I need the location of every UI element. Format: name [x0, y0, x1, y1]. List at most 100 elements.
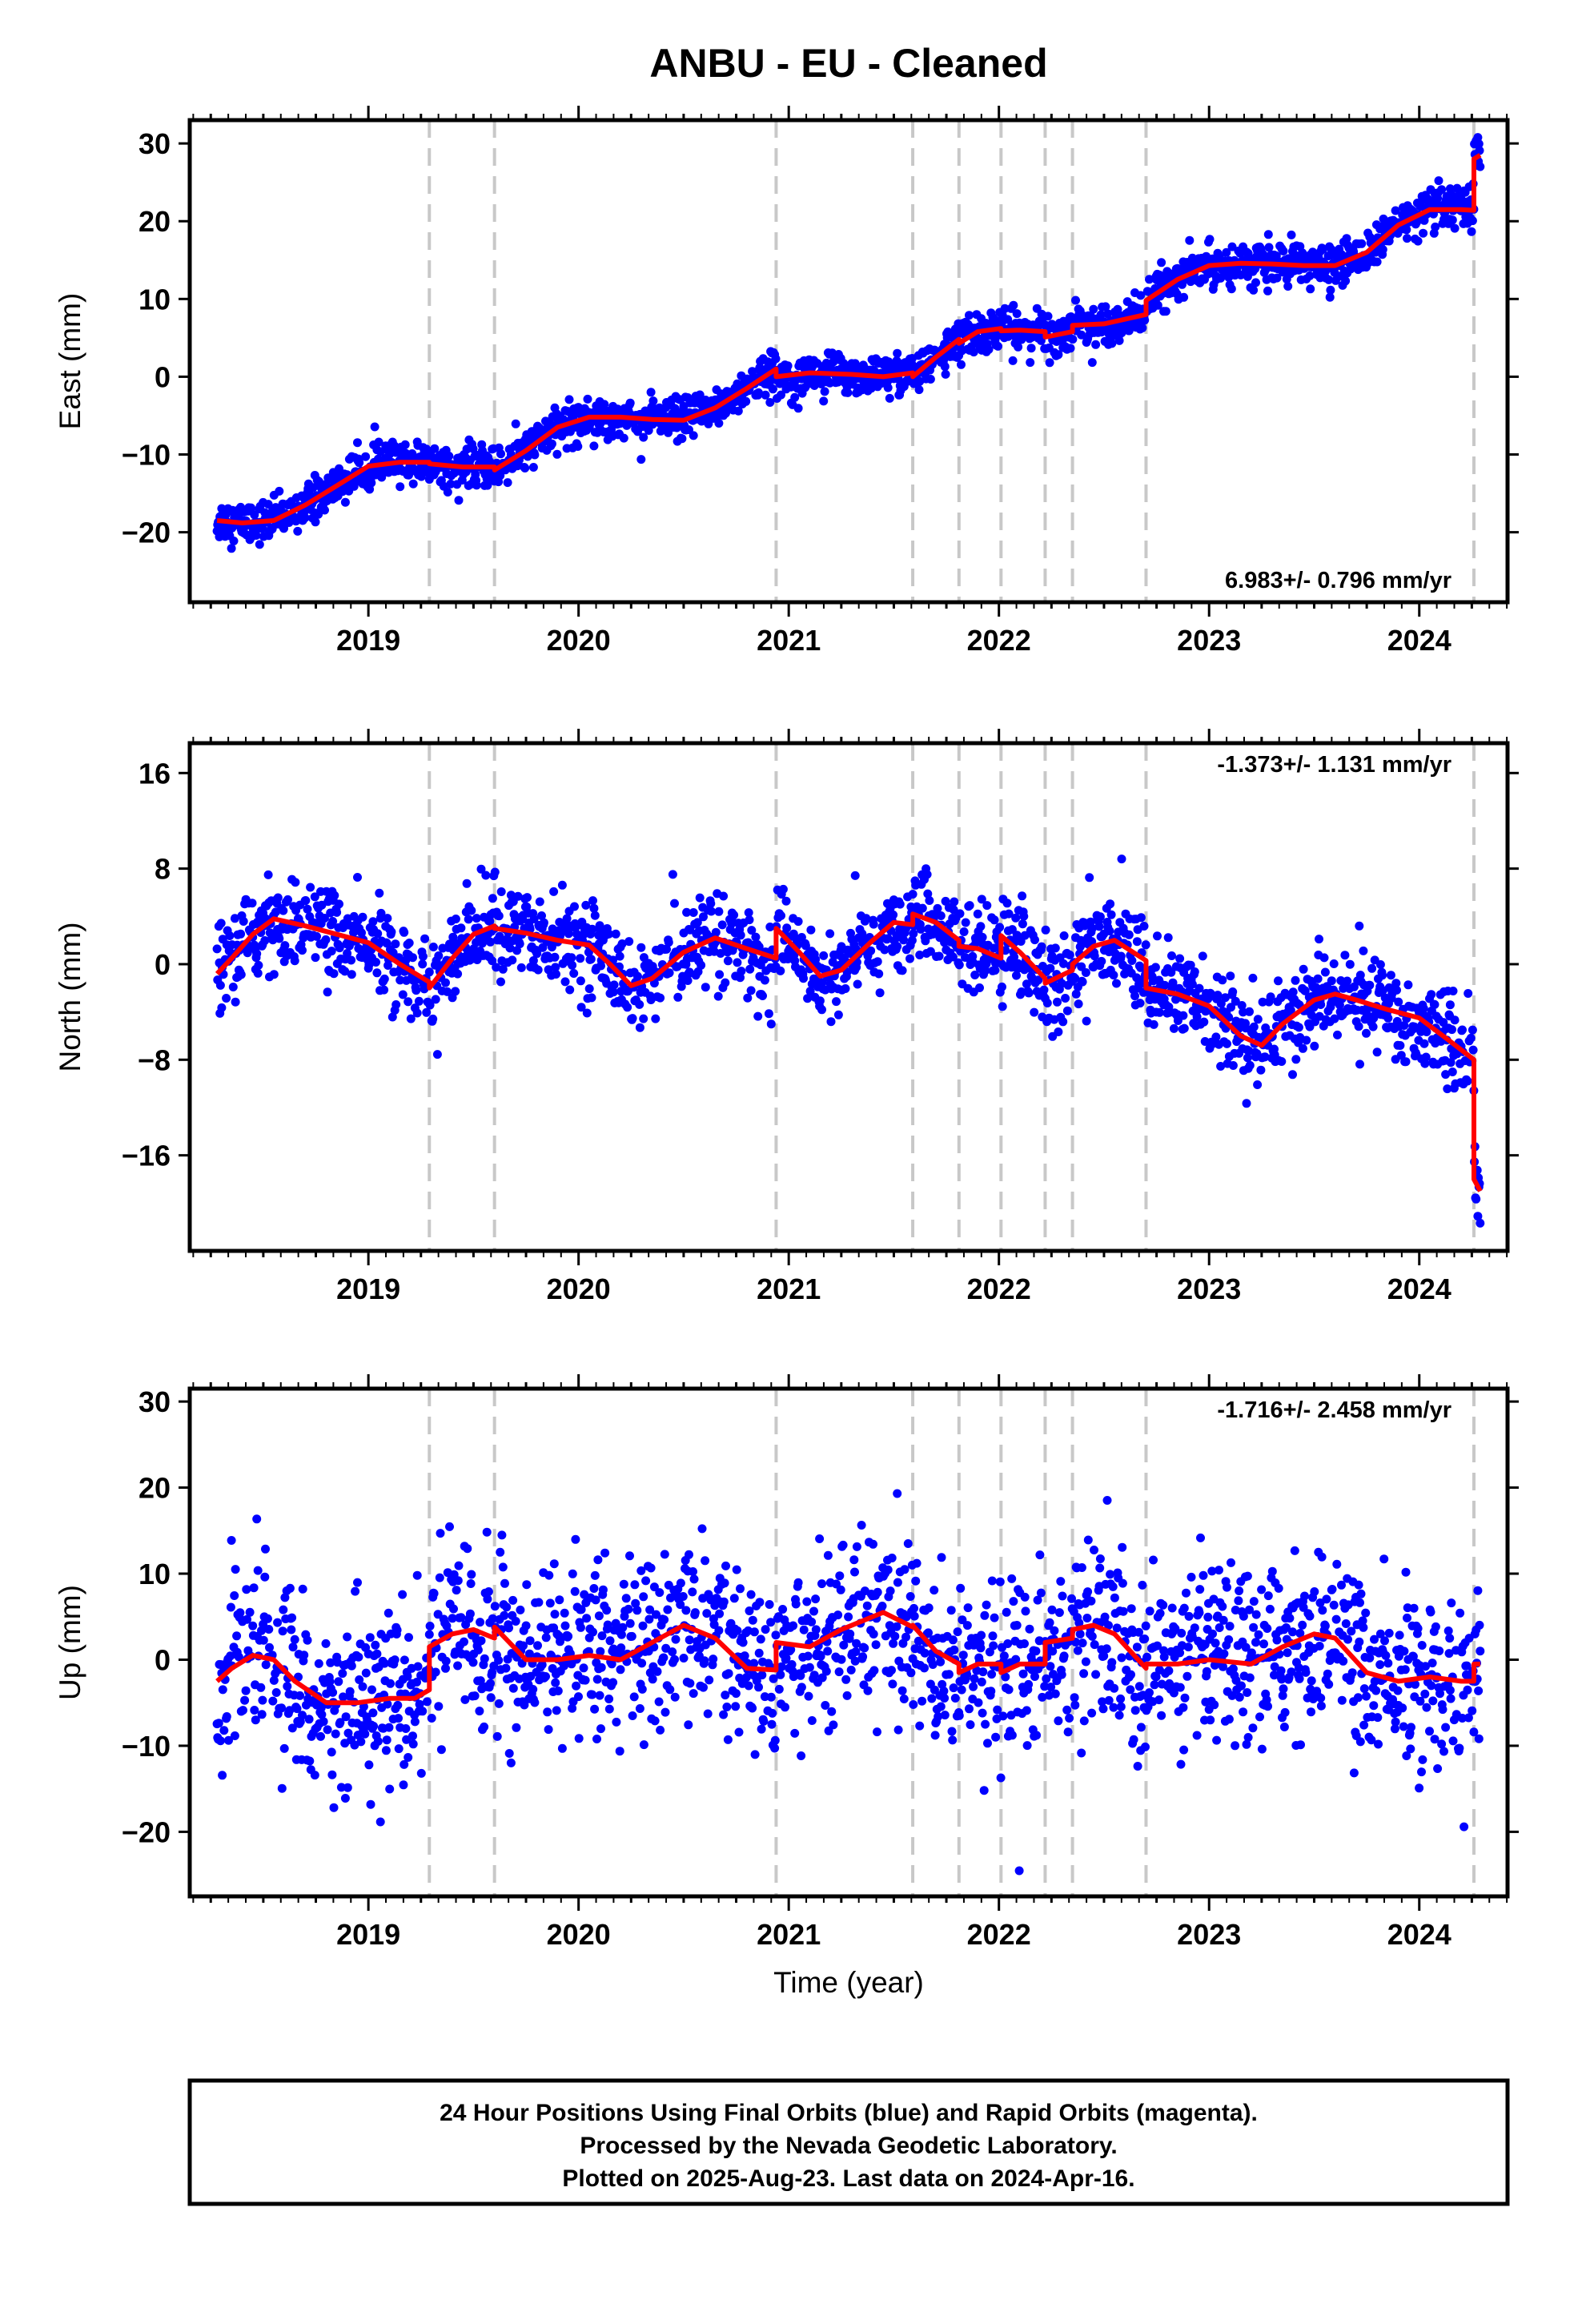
- data-point: [552, 449, 562, 459]
- data-point: [545, 1598, 555, 1608]
- data-point: [1065, 951, 1074, 959]
- data-point: [257, 1710, 267, 1719]
- data-point: [1227, 284, 1236, 294]
- data-point: [1291, 1055, 1301, 1064]
- y-axis-label: East (mm): [54, 293, 86, 430]
- data-point: [639, 1740, 648, 1750]
- data-point: [1354, 1022, 1363, 1031]
- data-point: [582, 1614, 592, 1623]
- y-tick-label: 10: [139, 283, 171, 316]
- data-point: [1103, 309, 1113, 319]
- data-point: [278, 1626, 287, 1636]
- data-point: [832, 997, 841, 1007]
- y-tick-label: 0: [155, 360, 171, 393]
- y-tick-label: −10: [122, 439, 171, 472]
- data-point: [1299, 964, 1308, 974]
- data-point: [819, 396, 829, 406]
- data-point: [1002, 899, 1012, 908]
- data-point: [1004, 909, 1014, 919]
- data-point: [320, 505, 329, 515]
- data-point: [414, 996, 424, 1006]
- data-point: [1179, 292, 1189, 302]
- data-point: [961, 918, 970, 927]
- data-point: [715, 1609, 725, 1618]
- data-point: [347, 1661, 356, 1671]
- data-point: [314, 1659, 323, 1668]
- data-point: [425, 1000, 435, 1010]
- data-point: [383, 914, 392, 923]
- data-point: [340, 967, 350, 976]
- data-point: [1228, 1061, 1238, 1070]
- data-point: [729, 1594, 739, 1603]
- data-point: [229, 537, 239, 545]
- data-point: [263, 870, 273, 879]
- data-point: [589, 903, 599, 913]
- data-point: [486, 1693, 496, 1703]
- x-tick-label: 2023: [1177, 624, 1241, 657]
- data-point: [279, 1605, 288, 1614]
- data-point: [549, 887, 559, 896]
- data-point: [673, 992, 683, 1002]
- data-point: [520, 464, 530, 472]
- data-point: [716, 949, 725, 958]
- data-point: [766, 1019, 776, 1029]
- data-point: [916, 924, 926, 934]
- data-point: [1468, 1025, 1477, 1035]
- data-point: [452, 1586, 461, 1595]
- data-point: [700, 1656, 709, 1666]
- data-point: [1136, 291, 1146, 300]
- data-point: [1039, 985, 1049, 995]
- data-point: [245, 1607, 255, 1617]
- data-point: [741, 396, 751, 406]
- data-point: [451, 915, 460, 923]
- data-point: [629, 1692, 639, 1702]
- data-point: [1394, 997, 1403, 1007]
- data-point: [757, 1724, 766, 1734]
- data-point: [756, 1634, 765, 1644]
- data-point: [590, 911, 600, 920]
- x-tick-label: 2022: [967, 1273, 1031, 1305]
- data-point: [685, 1635, 694, 1645]
- data-point: [768, 1708, 777, 1718]
- data-point: [303, 1635, 312, 1645]
- data-point: [1263, 230, 1273, 239]
- data-point: [247, 503, 255, 513]
- data-point: [1112, 979, 1121, 988]
- figure-title: ANBU - EU - Cleaned: [649, 41, 1047, 86]
- data-point: [533, 1641, 542, 1651]
- data-point: [454, 1561, 464, 1570]
- data-point: [1205, 235, 1215, 244]
- data-point: [312, 931, 321, 941]
- data-point: [738, 1638, 748, 1647]
- data-point: [508, 1595, 518, 1605]
- data-point: [335, 899, 343, 909]
- data-point: [574, 1734, 584, 1743]
- velocity-label: -1.373+/- 1.131 mm/yr: [1217, 752, 1452, 778]
- data-point: [720, 1578, 729, 1588]
- data-point: [683, 976, 693, 985]
- data-point: [648, 396, 658, 406]
- data-point: [470, 1691, 480, 1701]
- data-point: [1474, 139, 1484, 149]
- data-point: [316, 1731, 325, 1741]
- data-point: [1153, 300, 1162, 310]
- data-point: [588, 1627, 597, 1637]
- data-point: [841, 984, 850, 993]
- data-point: [511, 419, 520, 428]
- data-point: [386, 1679, 395, 1688]
- data-point: [298, 1584, 307, 1594]
- data-point: [982, 901, 992, 911]
- data-point: [768, 384, 777, 394]
- data-point: [778, 884, 788, 894]
- data-point: [1294, 1023, 1303, 1032]
- data-point: [562, 914, 572, 923]
- data-point: [1132, 937, 1142, 947]
- data-point: [1251, 264, 1260, 274]
- data-point: [368, 917, 378, 927]
- data-point: [1402, 225, 1411, 235]
- data-point: [915, 951, 925, 959]
- data-point: [764, 1009, 773, 1019]
- data-point: [398, 1590, 408, 1599]
- data-point: [589, 441, 599, 451]
